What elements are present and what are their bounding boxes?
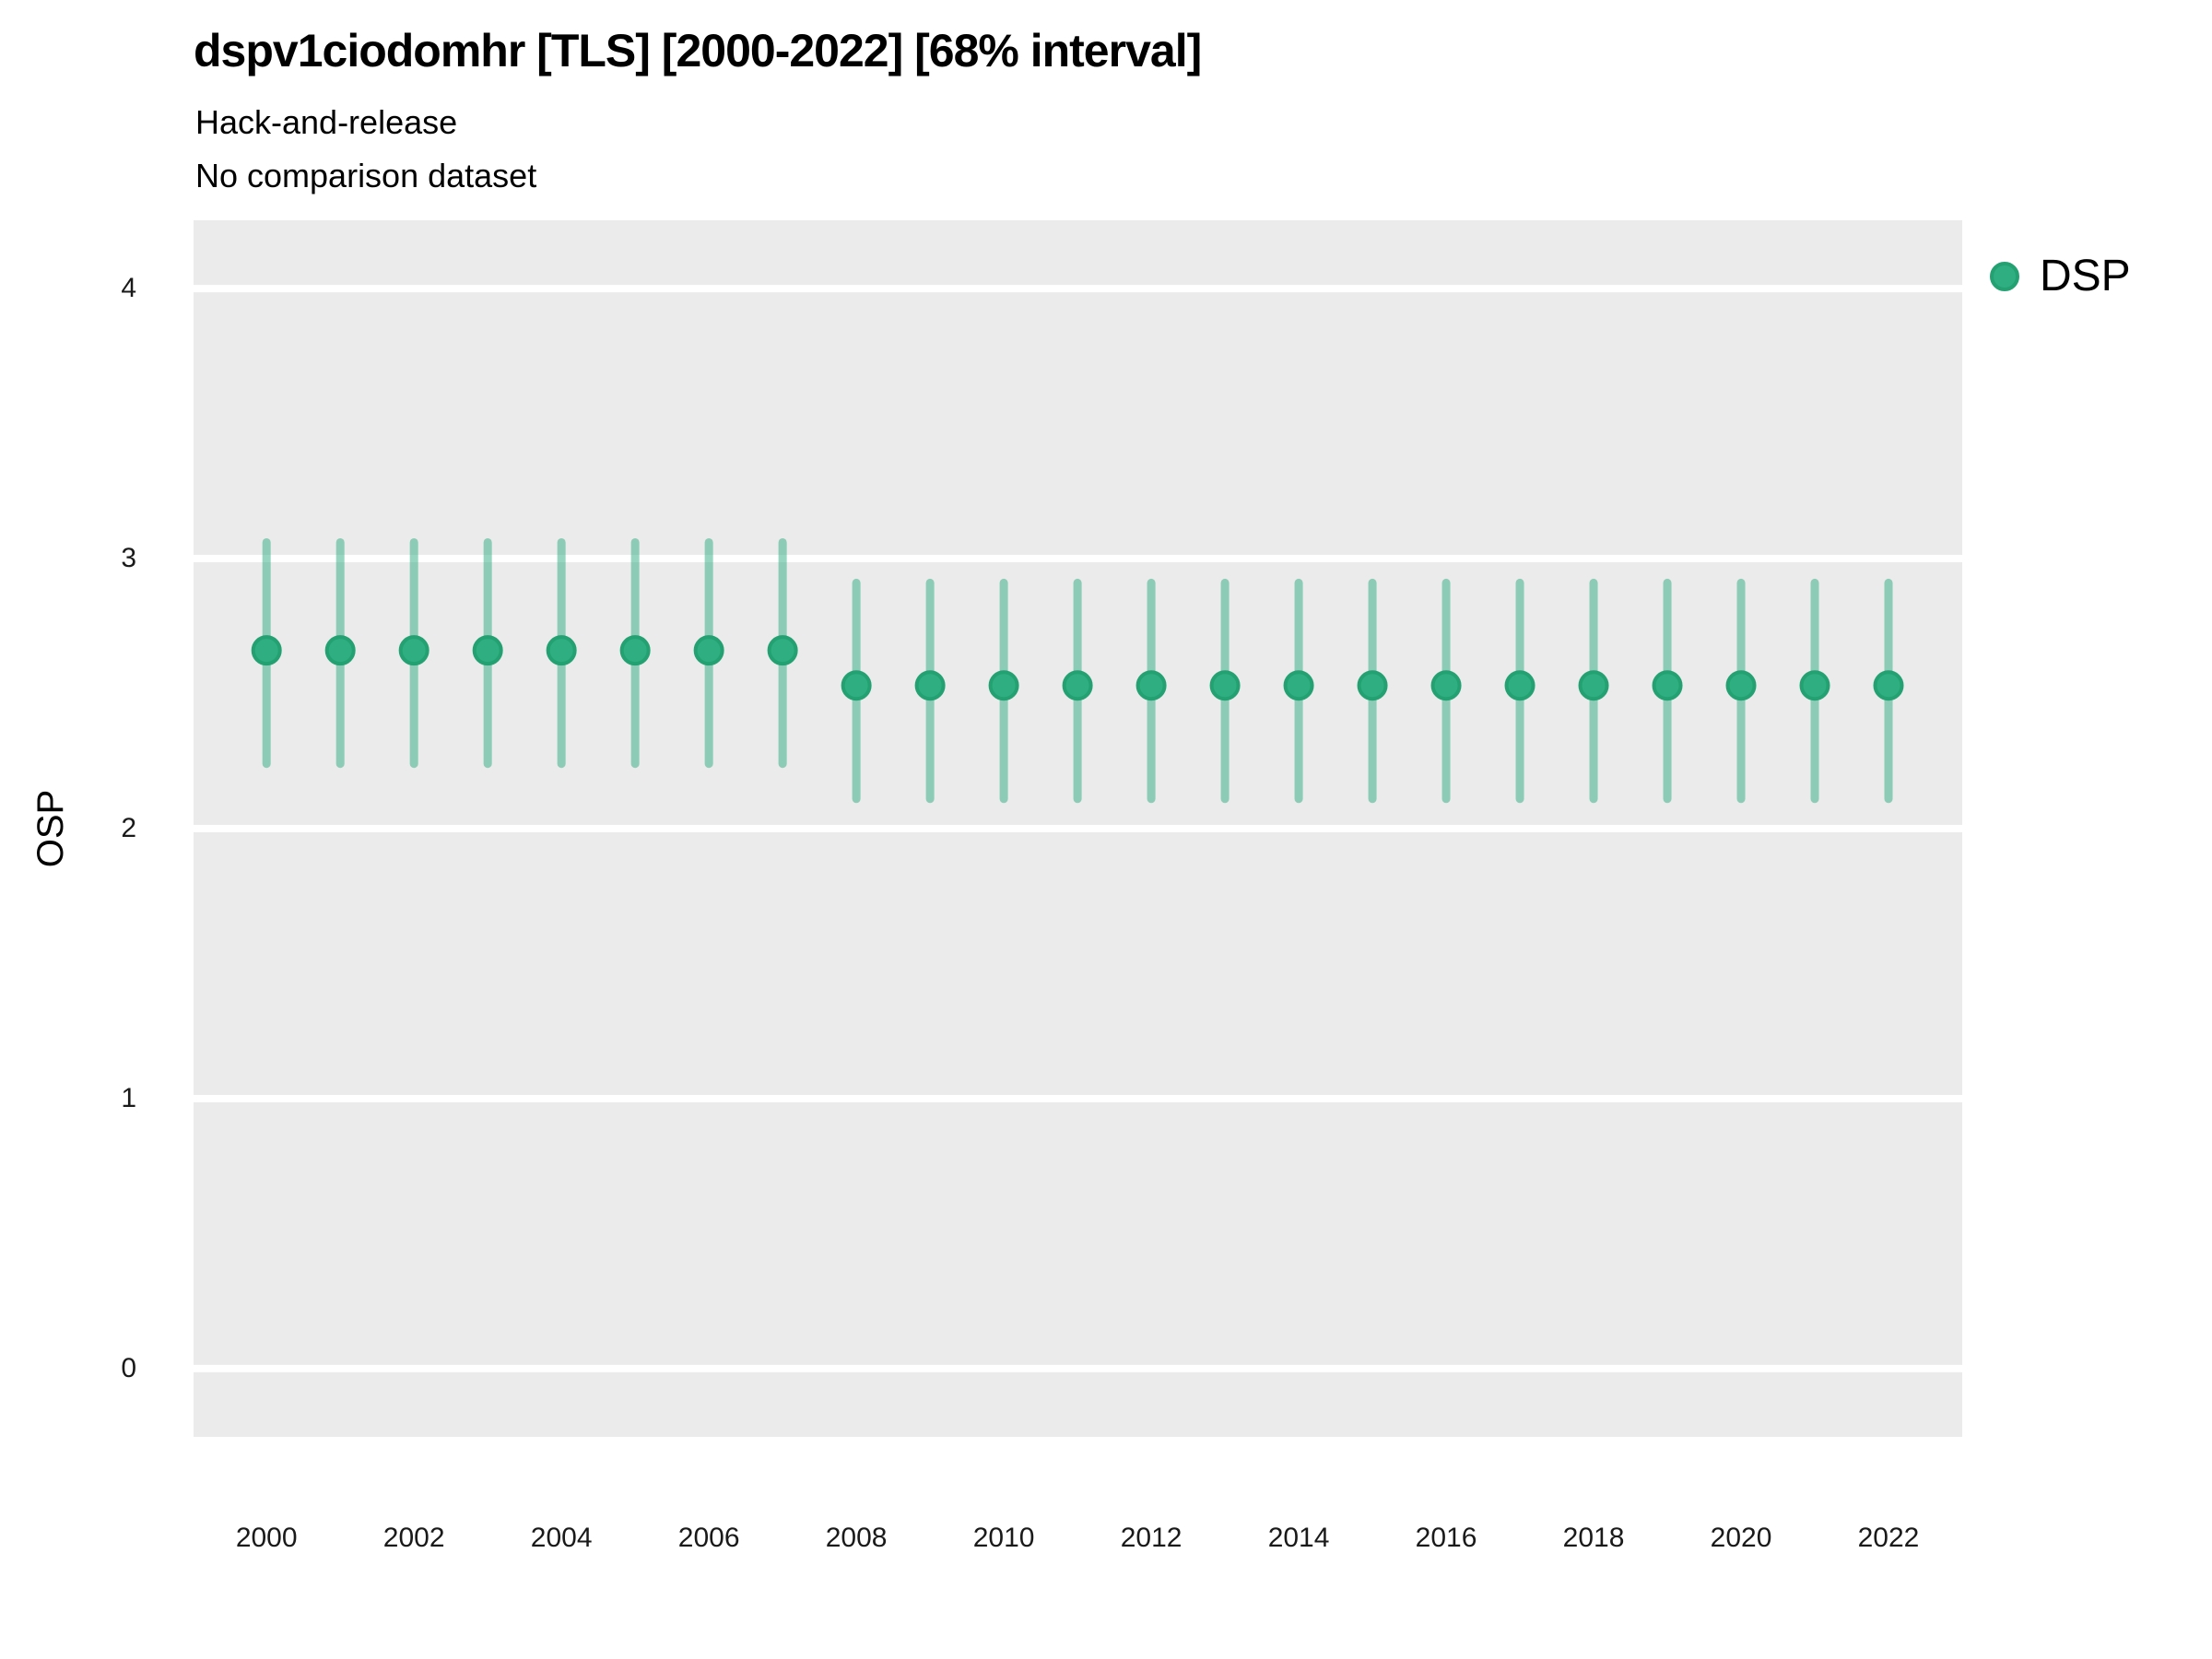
data-point-2000 xyxy=(251,635,282,666)
x-axis-tick-labels: 2000 2002 2004 2006 2008 2010 2012 2014 2016 2018… xyxy=(194,1523,1962,1559)
x-tick-label-2020: 2020 xyxy=(1710,1523,1772,1553)
y-tick-label-3: 3 xyxy=(121,543,136,574)
chart-subtitle-line1: Hack-and-release xyxy=(195,103,458,141)
data-point-2005 xyxy=(619,635,651,666)
x-tick-label-2006: 2006 xyxy=(677,1523,740,1553)
x-tick-label-2014: 2014 xyxy=(1267,1523,1330,1553)
x-tick-label-2016: 2016 xyxy=(1415,1523,1477,1553)
chart-title: dspv1ciodomhr [TLS] [2000-2022] [68% int… xyxy=(194,25,1202,76)
legend-label: DSP xyxy=(2040,252,2131,300)
data-point-2019 xyxy=(1652,670,1683,701)
data-point-2007 xyxy=(767,635,798,666)
x-tick-label-2010: 2010 xyxy=(972,1523,1035,1553)
x-tick-label-2022: 2022 xyxy=(1857,1523,1920,1553)
x-tick-label-2000: 2000 xyxy=(235,1523,298,1553)
data-point-2021 xyxy=(1799,670,1830,701)
plot-panel xyxy=(194,220,1962,1437)
y-tick-label-1: 1 xyxy=(121,1082,136,1113)
legend-marker-circle-icon xyxy=(1990,262,2019,291)
x-tick-label-2012: 2012 xyxy=(1120,1523,1182,1553)
data-point-2014 xyxy=(1283,670,1314,701)
legend: DSP xyxy=(1986,251,2131,302)
chart-canvas xyxy=(194,285,1962,1372)
x-tick-label-2002: 2002 xyxy=(382,1523,445,1553)
data-point-2009 xyxy=(914,670,946,701)
x-tick-label-2008: 2008 xyxy=(825,1523,888,1553)
data-point-2010 xyxy=(988,670,1019,701)
data-point-2016 xyxy=(1430,670,1462,701)
y-tick-label-4: 4 xyxy=(121,273,136,304)
data-point-2008 xyxy=(841,670,872,701)
data-point-2006 xyxy=(693,635,724,666)
y-axis-tick-labels: 0 1 2 3 4 xyxy=(0,220,136,1437)
data-point-2020 xyxy=(1725,670,1757,701)
data-point-2001 xyxy=(324,635,356,666)
data-point-2015 xyxy=(1357,670,1388,701)
data-point-2012 xyxy=(1135,670,1167,701)
data-point-2018 xyxy=(1578,670,1609,701)
data-point-2013 xyxy=(1209,670,1241,701)
x-tick-label-2004: 2004 xyxy=(530,1523,593,1553)
y-tick-label-2: 2 xyxy=(121,813,136,843)
data-point-2011 xyxy=(1062,670,1093,701)
data-point-2002 xyxy=(398,635,429,666)
data-point-2003 xyxy=(472,635,503,666)
data-point-2022 xyxy=(1873,670,1904,701)
data-point-2017 xyxy=(1504,670,1535,701)
chart-subtitle-line2: No comparison dataset xyxy=(195,157,537,194)
data-point-2004 xyxy=(546,635,577,666)
y-tick-label-0: 0 xyxy=(121,1352,136,1383)
x-tick-label-2018: 2018 xyxy=(1562,1523,1625,1553)
